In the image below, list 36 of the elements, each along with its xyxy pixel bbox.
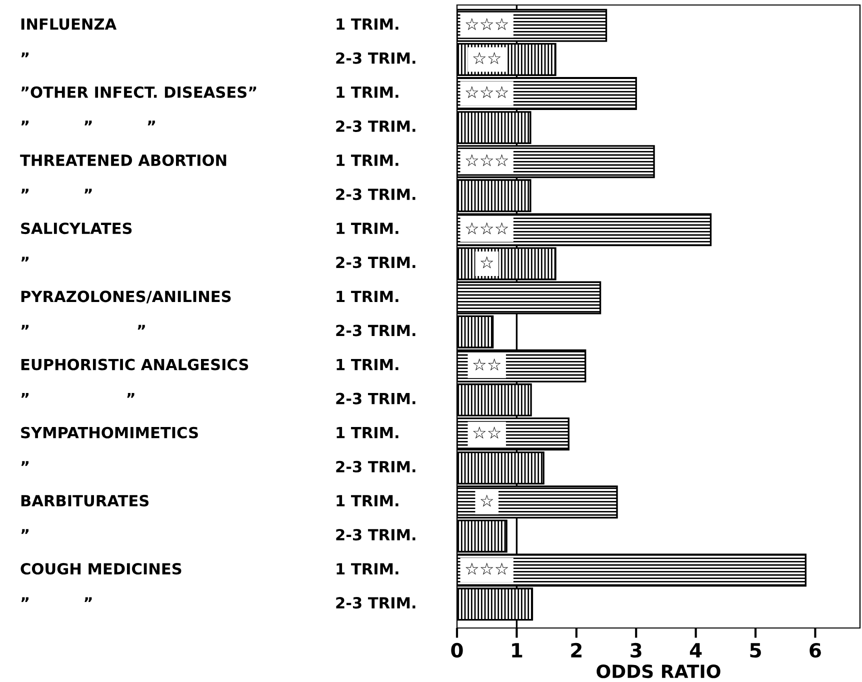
x-tick-label: 6 <box>810 642 821 658</box>
category-label: BARBITURATES 1 TRIM. <box>21 494 398 506</box>
data-label: ☆ <box>480 256 494 268</box>
x-tick-label: 4 <box>690 643 702 658</box>
category-label: INFLUENZA 1 TRIM. <box>21 18 398 30</box>
category-label: ”OTHER INFECT. DISEASES” 1 TRIM. <box>21 86 398 98</box>
data-label: ☆ <box>480 494 494 507</box>
category-label: COUGH MEDICINES 1 TRIM. <box>20 563 398 575</box>
data-label: ☆☆ <box>472 52 501 64</box>
category-label: ” 2-3 TRIM. <box>21 528 416 541</box>
data-label: ☆☆☆ <box>466 562 508 575</box>
x-tick-label: 0 <box>451 642 463 658</box>
category-label: THREATENED ABORTION 1 TRIM. <box>20 154 398 166</box>
category-label: ” ” 2-3 TRIM. <box>21 188 416 200</box>
category-label: PYRAZOLONES/ANILINES 1 TRIM. <box>21 290 398 304</box>
category-label: ” 2-3 TRIM. <box>21 52 416 64</box>
category-label: ” ” 2-3 TRIM. <box>21 392 416 404</box>
x-tick-label: 3 <box>630 642 642 658</box>
category-label: ” 2-3 TRIM. <box>21 256 416 268</box>
x-tick-label: 2 <box>571 642 582 658</box>
data-label: ☆☆☆ <box>466 222 508 234</box>
data-label: ☆☆ <box>472 426 501 439</box>
category-label: ” ” 2-3 TRIM. <box>21 324 416 336</box>
category-label: ” ” 2-3 TRIM. <box>21 597 416 609</box>
x-tick-label: 1 <box>512 643 522 658</box>
category-label: SALICYLATES 1 TRIM. <box>21 222 398 234</box>
category-label: ” 2-3 TRIM. <box>21 460 416 472</box>
data-label: ☆☆☆ <box>466 18 508 30</box>
x-tick-label: 5 <box>750 643 761 658</box>
data-label: ☆☆☆ <box>466 154 508 166</box>
category-label: EUPHORISTIC ANALGESICS 1 TRIM. <box>21 358 398 370</box>
category-label: ” ” ” 2-3 TRIM. <box>21 120 416 132</box>
data-label: ☆☆☆ <box>466 86 508 98</box>
data-label: ☆☆ <box>472 358 501 371</box>
x-axis-title: ODDS RATIO <box>596 664 720 678</box>
category-label: SYMPATHOMIMETICS 1 TRIM. <box>21 426 398 438</box>
